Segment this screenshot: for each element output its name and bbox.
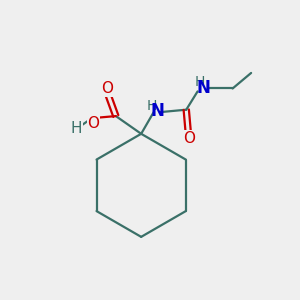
Text: O: O	[88, 116, 100, 131]
Text: H: H	[194, 75, 205, 89]
Text: H: H	[70, 122, 82, 136]
Text: H: H	[147, 99, 158, 113]
Text: O: O	[183, 131, 195, 146]
Text: O: O	[102, 82, 114, 97]
Text: N: N	[196, 79, 210, 97]
Text: N: N	[150, 102, 164, 120]
